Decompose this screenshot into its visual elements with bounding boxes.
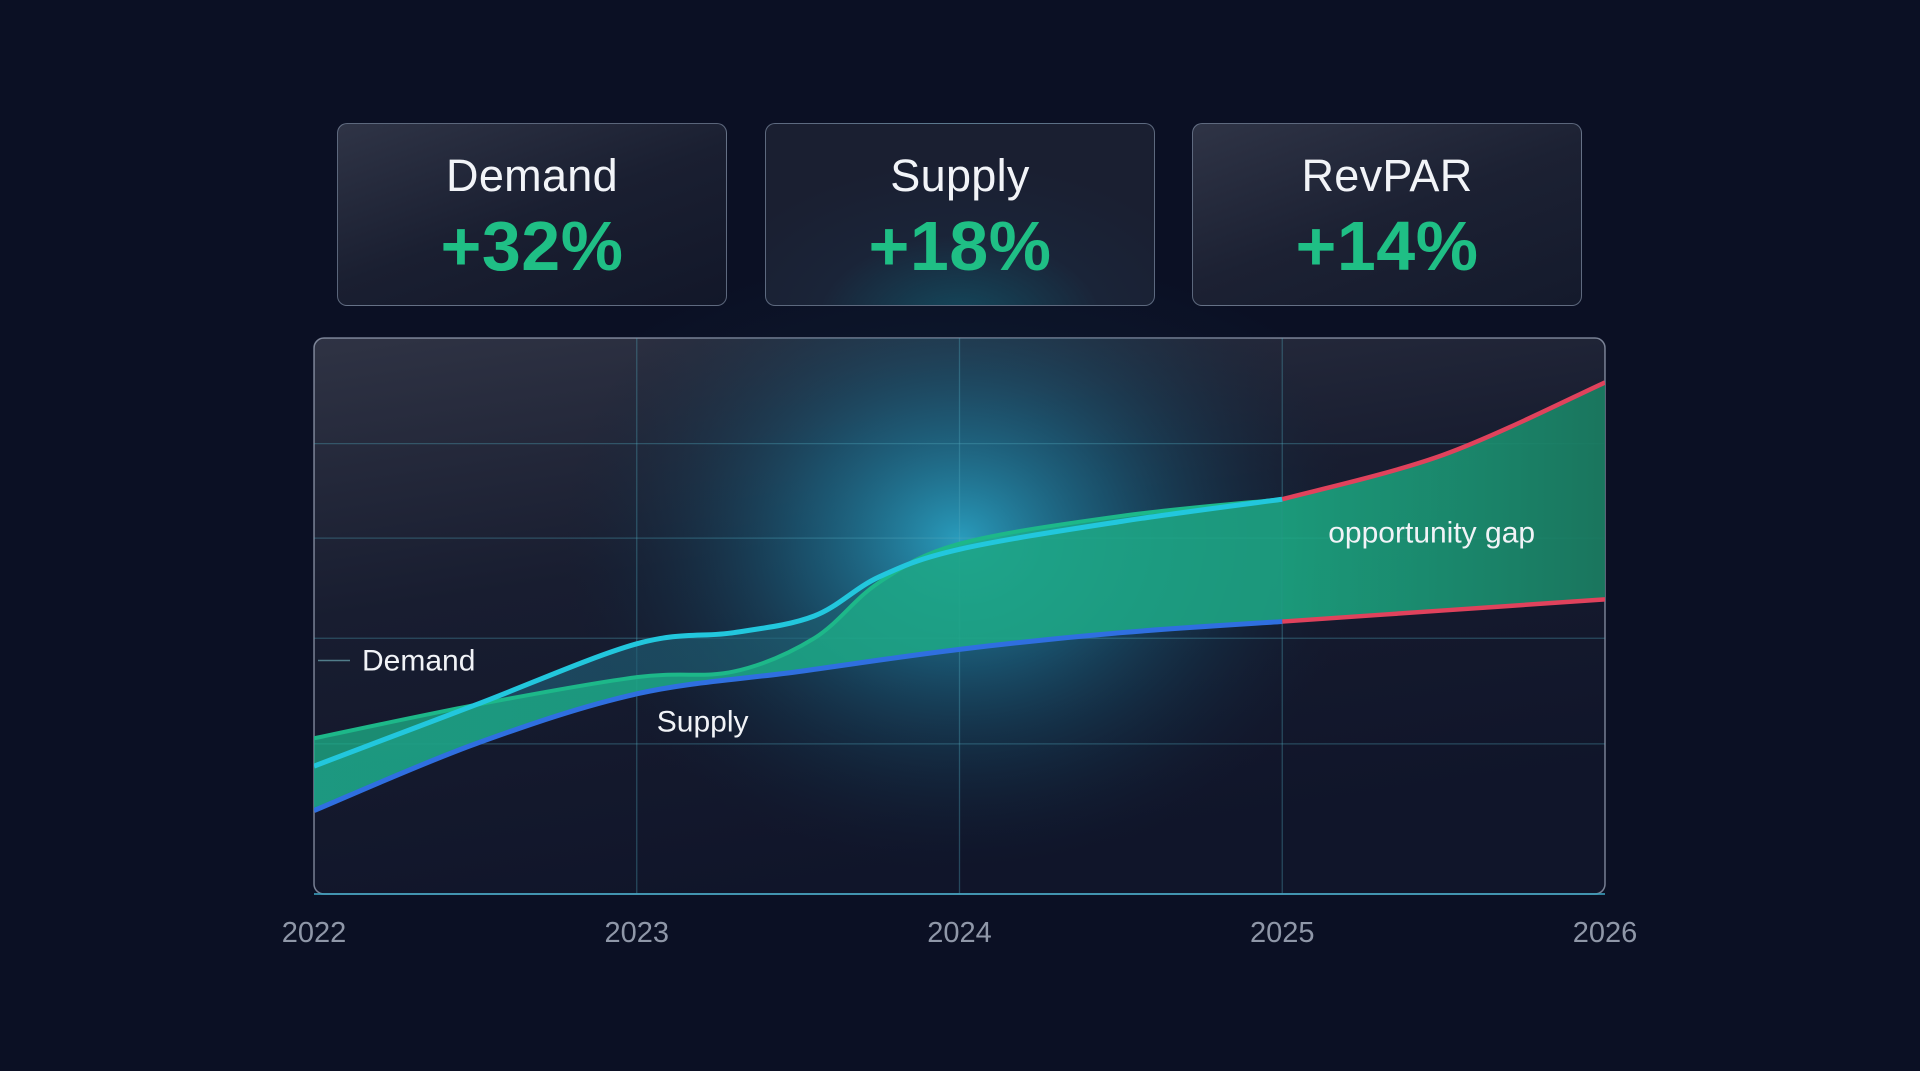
kpi-card-revpar: RevPAR +14% <box>1192 123 1582 306</box>
opportunity-gap-area <box>1282 382 1605 622</box>
series-line-demand <box>314 497 1283 741</box>
kpi-label: Supply <box>890 150 1030 201</box>
kpi-card-supply: Supply +18% <box>765 123 1155 306</box>
series-label-demand: Demand <box>362 644 475 677</box>
kpi-card-demand: Demand +32% <box>337 123 727 306</box>
x-tick-label: 2025 <box>1250 917 1315 949</box>
x-tick-label: 2024 <box>927 917 992 949</box>
kpi-value: +14% <box>1295 207 1479 285</box>
series-line-demand-trend <box>314 496 1283 769</box>
series-label-supply: Supply <box>657 706 749 739</box>
kpi-label: RevPAR <box>1301 150 1473 201</box>
demand-area <box>314 499 1283 811</box>
x-tick-label: 2023 <box>604 917 669 949</box>
annotation-opportunity-gap: opportunity gap <box>1328 517 1535 550</box>
kpi-value: +32% <box>440 207 624 285</box>
kpi-label: Demand <box>446 150 618 201</box>
x-tick-label: 2026 <box>1573 917 1638 949</box>
projection-line-upper <box>1281 380 1605 502</box>
kpi-value: +18% <box>868 207 1052 285</box>
projection-line-lower <box>1282 597 1605 624</box>
series-line-supply <box>314 619 1283 813</box>
x-tick-label: 2022 <box>282 917 347 949</box>
